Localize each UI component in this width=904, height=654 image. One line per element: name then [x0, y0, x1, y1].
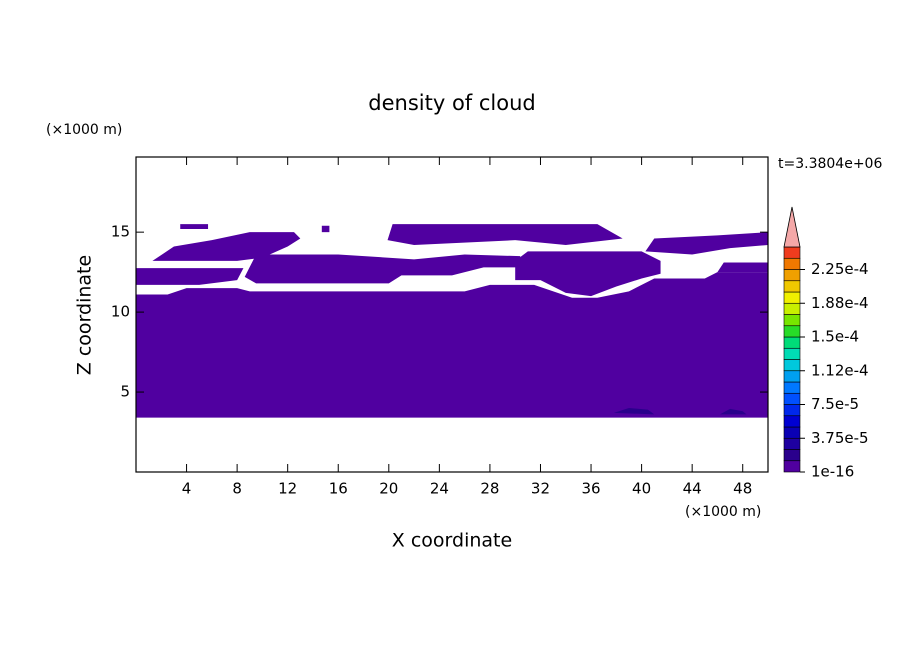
x-tick-label: 40	[632, 480, 651, 498]
colorbar-band	[783, 437, 801, 450]
colorbar-tick-label: 1.88e-4	[811, 294, 869, 312]
x-tick-label: 36	[581, 480, 600, 498]
contour-region	[645, 232, 768, 255]
colorbar-band	[783, 269, 801, 282]
contour-region	[515, 251, 661, 297]
colorbar-band	[783, 449, 801, 462]
colorbar-band	[783, 291, 801, 304]
contour-region	[136, 272, 768, 418]
y-axis-label: Z coordinate	[74, 255, 96, 375]
colorbar-band	[783, 280, 801, 293]
colorbar-tick-label: 3.75e-5	[811, 429, 869, 447]
colorbar-tick-label: 1.12e-4	[811, 361, 869, 379]
colorbar-band	[783, 415, 801, 428]
x-tick-label: 24	[430, 480, 449, 498]
colorbar-band	[783, 257, 801, 270]
contour-region	[717, 262, 768, 273]
colorbar-extension	[783, 206, 801, 248]
colorbar-tick-label: 1.5e-4	[811, 328, 859, 346]
colorbar-band	[783, 302, 801, 315]
contour-region	[152, 232, 301, 261]
colorbar-band	[783, 381, 801, 394]
colorbar-band	[783, 359, 801, 372]
y-tick-label: 10	[111, 303, 130, 321]
x-tick-label: 44	[683, 480, 702, 498]
x-tick-label: 8	[232, 480, 242, 498]
x-axis-label: X coordinate	[392, 530, 512, 552]
y-unit: (×1000 m)	[46, 122, 122, 138]
contour-region	[719, 408, 747, 415]
x-tick-label: 48	[733, 480, 752, 498]
colorbar-band	[783, 314, 801, 327]
chart-title: density of cloud	[368, 91, 535, 115]
y-tick-label: 5	[120, 383, 130, 401]
colorbar-band	[783, 370, 801, 383]
colorbar-band	[783, 325, 801, 338]
x-tick-label: 20	[379, 480, 398, 498]
colorbar-band	[783, 246, 801, 259]
plot-frame	[135, 156, 769, 473]
contour-region	[613, 408, 655, 415]
x-tick-label: 12	[278, 480, 297, 498]
colorbar-band	[783, 404, 801, 417]
contour-region	[387, 224, 623, 245]
y-tick-label: 15	[111, 223, 130, 241]
colorbar-band	[783, 336, 801, 349]
x-tick-label: 16	[329, 480, 348, 498]
x-unit: (×1000 m)	[685, 504, 761, 520]
colorbar-tick-label: 2.25e-4	[811, 260, 869, 278]
time-label: t=3.3804e+06	[778, 156, 882, 172]
x-tick-label: 4	[182, 480, 192, 498]
contour-region	[180, 224, 209, 229]
contour-region	[321, 225, 330, 233]
colorbar-band	[783, 392, 801, 405]
colorbar-band	[783, 347, 801, 360]
colorbar-tick-label: 1e-16	[811, 463, 854, 481]
x-tick-label: 28	[480, 480, 499, 498]
contour-region	[244, 254, 521, 284]
colorbar-band	[783, 426, 801, 439]
colorbar-band	[783, 460, 801, 473]
x-tick-label: 32	[531, 480, 550, 498]
contour-region	[136, 268, 244, 285]
colorbar-tick-label: 7.5e-5	[811, 395, 859, 413]
